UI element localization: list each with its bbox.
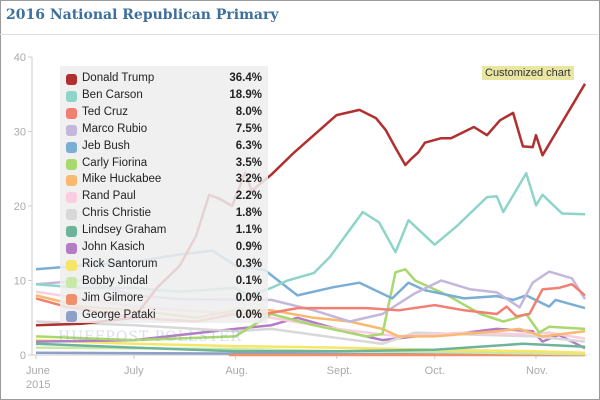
legend-name: Mike Huckabee — [82, 173, 162, 186]
legend-item-jeb-bush[interactable]: Jeb Bush 6.3% — [66, 139, 262, 157]
legend-item-rick-santorum[interactable]: Rick Santorum 0.3% — [66, 257, 262, 275]
legend-item-john-kasich[interactable]: John Kasich 0.9% — [66, 240, 262, 258]
legend-swatch — [66, 141, 77, 153]
legend-item-marco-rubio[interactable]: Marco Rubio 7.5% — [66, 122, 262, 140]
legend-item-donald-trump[interactable]: Donald Trump 36.4% — [66, 71, 262, 89]
legend-swatch — [66, 107, 77, 119]
legend-name: Chris Christie — [82, 207, 152, 220]
legend-name: Jeb Bush — [82, 139, 130, 152]
legend-swatch — [66, 226, 77, 238]
customized-chart-badge[interactable]: Customized chart — [482, 66, 574, 80]
y-tick-label: 0 — [20, 350, 26, 362]
x-tick-label: Nov. — [526, 365, 548, 377]
legend-value: 7.5% — [235, 122, 262, 135]
legend-value: 0.1% — [235, 274, 262, 287]
legend-swatch — [66, 293, 77, 305]
legend-swatch — [66, 192, 77, 204]
legend-swatch — [66, 90, 77, 102]
series-line-chris-christie — [35, 320, 586, 346]
legend-item-mike-huckabee[interactable]: Mike Huckabee 3.2% — [66, 172, 262, 190]
legend-swatch — [66, 74, 77, 85]
legend-name: Marco Rubio — [82, 122, 148, 135]
legend-item-carly-fiorina[interactable]: Carly Fiorina 3.5% — [66, 156, 262, 174]
legend-value: 3.2% — [235, 173, 262, 186]
legend-item-lindsey-graham[interactable]: Lindsey Graham 1.1% — [66, 223, 262, 241]
pollster-watermark: HUFFPOST POLLSTER — [58, 329, 242, 345]
legend-value: 8.0% — [235, 105, 262, 118]
legend-name: Donald Trump — [82, 72, 155, 84]
y-tick-label: 20 — [14, 201, 26, 213]
legend-swatch — [66, 175, 77, 187]
legend-name: Jim Gilmore — [82, 291, 144, 304]
y-tick-label: 40 — [14, 52, 26, 64]
legend-item-bobby-jindal[interactable]: Bobby Jindal 0.1% — [66, 274, 262, 292]
legend-item-chris-christie[interactable]: Chris Christie 1.8% — [66, 206, 262, 224]
legend-item-rand-paul[interactable]: Rand Paul 2.2% — [66, 189, 262, 207]
series-line-rick-santorum — [35, 338, 586, 355]
y-tick-label: 10 — [14, 276, 26, 288]
legend-name: Lindsey Graham — [82, 224, 167, 237]
legend-name: John Kasich — [82, 241, 145, 253]
legend-swatch — [66, 259, 77, 271]
legend-item-ted-cruz[interactable]: Ted Cruz 8.0% — [66, 105, 262, 123]
x-tick-sublabel: 2015 — [26, 379, 50, 391]
x-tick-label: Sept. — [327, 365, 353, 377]
legend-swatch — [66, 310, 77, 322]
legend-swatch — [66, 158, 77, 170]
legend-name: Bobby Jindal — [82, 274, 148, 287]
legend-item-george-pataki[interactable]: George Pataki 0.0% — [66, 308, 262, 326]
legend-name: George Pataki — [82, 308, 156, 321]
legend-value: 0.0% — [235, 308, 262, 321]
legend-value: 0.9% — [235, 241, 262, 253]
legend: Donald Trump 36.4% Ben Carson 18.9% Ted Cruz… — [60, 66, 268, 323]
legend-swatch — [66, 209, 77, 221]
x-tick-label: Aug. — [225, 365, 248, 377]
legend-item-ben-carson[interactable]: Ben Carson 18.9% — [66, 88, 262, 106]
legend-value: 2.2% — [235, 190, 262, 203]
legend-swatch — [66, 124, 77, 136]
x-tick-label: Oct. — [425, 365, 445, 377]
legend-swatch — [66, 243, 77, 254]
x-tick-label: June — [26, 365, 50, 377]
legend-item-jim-gilmore[interactable]: Jim Gilmore 0.0% — [66, 291, 262, 309]
legend-value: 6.3% — [235, 139, 262, 152]
legend-name: Carly Fiorina — [82, 156, 148, 169]
legend-value: 18.9% — [229, 88, 262, 101]
legend-value: 1.8% — [235, 207, 262, 220]
legend-value: 0.0% — [235, 291, 262, 304]
chart-title: 2016 National Republican Primary — [6, 7, 279, 23]
legend-name: Ted Cruz — [82, 105, 129, 118]
x-tick-label: July — [124, 365, 144, 377]
legend-name: Ben Carson — [82, 88, 143, 101]
series-line-lindsey-graham — [35, 342, 586, 353]
legend-value: 3.5% — [235, 156, 262, 169]
legend-value: 0.3% — [235, 257, 262, 270]
y-tick-label: 30 — [14, 127, 26, 139]
title-divider — [0, 34, 598, 35]
legend-name: Rick Santorum — [82, 257, 158, 270]
legend-name: Rand Paul — [82, 190, 136, 203]
legend-value: 36.4% — [229, 72, 262, 84]
legend-value: 1.1% — [235, 224, 262, 237]
legend-swatch — [66, 276, 77, 288]
